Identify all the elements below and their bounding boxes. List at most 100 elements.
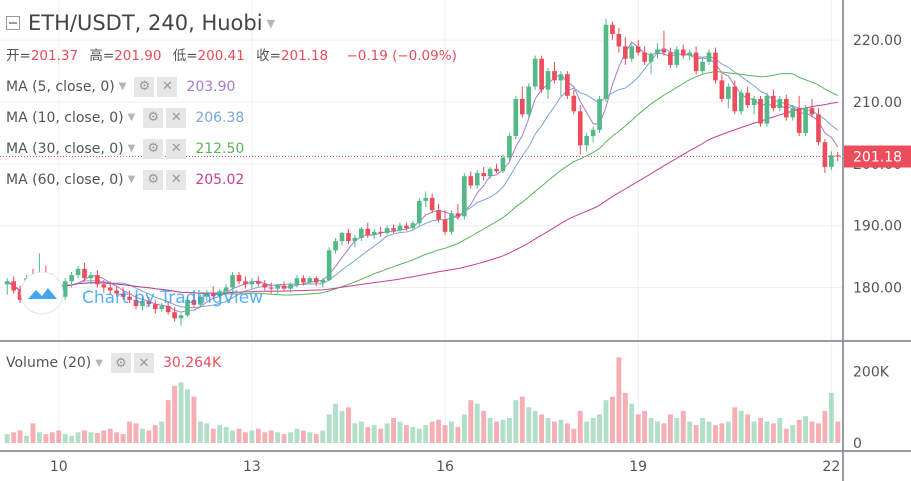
candle <box>82 262 87 282</box>
chevron-down-icon[interactable]: ▼ <box>127 112 136 123</box>
candle-body <box>210 293 216 297</box>
indicator-ma5[interactable]: MA (5, close, 0) ▼ ⚙ ✕ 203.90 <box>6 71 244 102</box>
close-icon[interactable]: ✕ <box>166 138 187 159</box>
candle <box>442 210 448 235</box>
candle <box>474 170 480 189</box>
volume-bar <box>713 425 718 443</box>
candle <box>429 193 435 214</box>
chevron-down-icon[interactable]: ▼ <box>95 357 103 369</box>
candle-body <box>313 278 319 283</box>
candle <box>809 98 815 118</box>
candle-body <box>519 98 525 115</box>
candle-body <box>494 168 499 172</box>
volume-bars <box>4 357 841 443</box>
indicator-value: 203.90 <box>186 78 236 95</box>
volume-bar <box>262 432 268 443</box>
ma-line-10 <box>6 47 839 309</box>
gear-icon[interactable]: ⚙ <box>143 169 164 190</box>
symbol-title: ETH/USDT, 240, Huobi <box>28 11 263 35</box>
volume-bar <box>783 428 789 443</box>
chevron-down-icon[interactable]: ▼ <box>127 174 136 185</box>
candle <box>816 108 821 146</box>
high-value: 201.90 <box>114 48 162 64</box>
candle-body <box>809 108 815 115</box>
candle <box>668 47 673 68</box>
candle-body <box>693 52 699 72</box>
candle-body <box>243 281 248 285</box>
chevron-down-icon[interactable]: ▼ <box>266 16 276 30</box>
candle-body <box>301 278 306 283</box>
candle <box>719 74 725 102</box>
candle <box>178 313 184 326</box>
candle-body <box>423 197 429 201</box>
candle-body <box>75 268 81 276</box>
candle-body <box>133 299 139 306</box>
price-tick-label: 190.00 <box>853 219 902 235</box>
gear-icon[interactable]: ⚙ <box>143 107 164 128</box>
candle-body <box>88 275 94 279</box>
collapse-icon[interactable] <box>6 16 20 30</box>
candle-body <box>449 213 454 232</box>
candle <box>69 272 74 288</box>
close-icon[interactable]: ✕ <box>133 353 154 373</box>
volume-bar <box>223 426 229 443</box>
close-icon[interactable]: ✕ <box>166 107 187 128</box>
indicator-ma10[interactable]: MA (10, close, 0) ▼ ⚙ ✕ 206.38 <box>6 102 244 133</box>
gear-icon[interactable]: ⚙ <box>134 76 155 97</box>
close-icon[interactable]: ✕ <box>166 169 187 190</box>
volume-bar <box>275 432 281 443</box>
candle <box>165 301 171 315</box>
cloud-icon <box>28 288 57 299</box>
candle <box>507 132 512 161</box>
candle <box>185 296 190 318</box>
candle <box>262 280 268 291</box>
candle <box>526 83 532 118</box>
candle-body <box>172 312 177 319</box>
ma-line-5 <box>6 41 839 313</box>
candle-body <box>204 293 210 297</box>
candle-body <box>706 52 712 62</box>
volume-bar <box>120 434 126 443</box>
volume-bar <box>461 414 467 443</box>
candle-body <box>82 268 87 279</box>
candle <box>558 71 564 96</box>
candle-body <box>333 241 338 251</box>
candle <box>738 89 744 115</box>
time-tick-label: 13 <box>243 459 261 475</box>
volume-bar <box>236 428 242 443</box>
volume-bar <box>487 418 493 443</box>
volume-bar <box>17 430 23 443</box>
indicator-ma60[interactable]: MA (60, close, 0) ▼ ⚙ ✕ 205.02 <box>6 164 244 195</box>
candle <box>790 105 796 121</box>
volume-bar <box>69 435 75 443</box>
candle-body <box>552 71 557 81</box>
volume-bar <box>468 400 474 443</box>
candle-body <box>429 197 435 211</box>
volume-tick-label: 200K <box>853 365 890 381</box>
volume-bar <box>616 357 622 443</box>
volume-bar <box>423 425 429 443</box>
volume-bar <box>758 418 763 443</box>
volume-bar <box>300 430 306 443</box>
indicator-ma30[interactable]: MA (30, close, 0) ▼ ⚙ ✕ 212.50 <box>6 133 244 164</box>
chevron-down-icon[interactable]: ▼ <box>127 143 136 154</box>
volume-bar <box>255 428 261 443</box>
close-value: 201.18 <box>280 48 329 64</box>
close-icon[interactable]: ✕ <box>157 76 178 97</box>
gear-icon[interactable]: ⚙ <box>110 353 131 373</box>
chevron-down-icon[interactable]: ▼ <box>118 81 127 92</box>
candle-body <box>346 233 351 242</box>
candle-body <box>223 287 229 292</box>
volume-bar <box>36 432 42 443</box>
candle <box>629 43 635 62</box>
indicator-label: MA (10, close, 0) <box>6 109 124 126</box>
volume-bar <box>159 421 165 443</box>
gear-icon[interactable]: ⚙ <box>143 138 164 159</box>
volume-bar <box>268 430 274 443</box>
candle-body <box>352 238 358 242</box>
candles <box>4 18 841 326</box>
ma-line-60 <box>6 101 838 294</box>
volume-legend[interactable]: Volume (20) ▼ ⚙ ✕ 30.264K <box>6 351 221 375</box>
candle <box>243 276 248 289</box>
